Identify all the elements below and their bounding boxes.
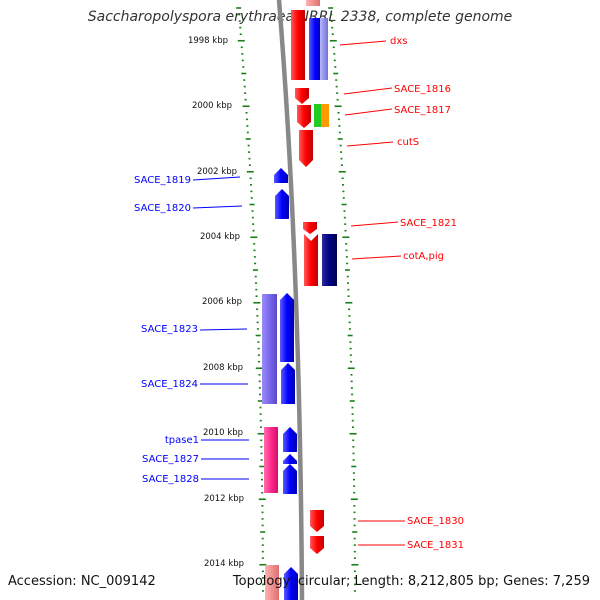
gene-dxs[interactable]: [291, 10, 305, 80]
tick-label-2010: 2010 kbp: [203, 428, 243, 438]
kbp-labels: 1998 kbp 2000 kbp 2002 kbp 2004 kbp 2006…: [188, 36, 244, 569]
gene-sace-1830[interactable]: [310, 510, 324, 532]
leader-lines: [192, 40, 405, 546]
tick-label-2012: 2012 kbp: [204, 494, 244, 504]
tick-label-2002: 2002 kbp: [197, 167, 237, 177]
reverse-genes: [262, 168, 298, 600]
leader-sace-1819: [192, 176, 241, 181]
tick-label-2008: 2008 kbp: [203, 363, 243, 373]
label-sace-1820[interactable]: SACE_1820: [134, 203, 191, 214]
gene-sace-1823[interactable]: [280, 293, 294, 362]
forward-genes: [291, 0, 337, 554]
label-sace-1824[interactable]: SACE_1824: [141, 379, 198, 390]
leader-cota-pig: [351, 255, 402, 260]
label-cuts[interactable]: cutS: [397, 137, 419, 148]
axis-ticks-left: [236, 7, 267, 592]
gene-green[interactable]: [314, 104, 321, 127]
gene-pink-top: [306, 0, 320, 6]
tick-label-2000: 2000 kbp: [192, 101, 232, 111]
axis-ticks-right: [328, 7, 359, 592]
label-sace-1816[interactable]: SACE_1816: [394, 84, 451, 95]
left-gene-labels: SACE_1819 SACE_1820 SACE_1823 SACE_1824 …: [134, 175, 199, 485]
gene-rna-1823[interactable]: [262, 294, 277, 404]
gene-sace-1820[interactable]: [275, 189, 289, 219]
tick-label-2014: 2014 kbp: [204, 559, 244, 569]
label-sace-1821[interactable]: SACE_1821: [400, 218, 457, 229]
accession-text: Accession: NC_009142: [8, 574, 156, 589]
label-cota-pig[interactable]: cotA,pig: [403, 251, 444, 262]
leader-cuts: [346, 141, 394, 147]
gene-orange[interactable]: [321, 104, 329, 127]
gene-lightblue-upper: [320, 18, 328, 80]
tick-label-1998: 1998 kbp: [188, 36, 228, 46]
tick-label-2006: 2006 kbp: [202, 297, 242, 307]
gene-sace-1827[interactable]: [283, 454, 297, 464]
label-sace-1827[interactable]: SACE_1827: [142, 454, 199, 465]
genome-backbone: [276, 0, 305, 600]
label-tpase1[interactable]: tpase1: [165, 435, 199, 446]
leader-dxs: [339, 40, 387, 46]
gene-tpase1[interactable]: [283, 427, 297, 452]
label-sace-1817[interactable]: SACE_1817: [394, 105, 451, 116]
leader-sace-1816: [343, 87, 393, 95]
gene-sace-1817[interactable]: [297, 105, 311, 128]
leader-sace-1823: [199, 328, 248, 331]
gene-navy[interactable]: [322, 234, 337, 286]
topology-text: Topology: circular; Length: 8,212,805 bp…: [232, 574, 590, 589]
gene-sace-1828[interactable]: [283, 464, 297, 494]
label-sace-1831[interactable]: SACE_1831: [407, 540, 464, 551]
gene-blue-bottom: [284, 567, 298, 600]
label-dxs[interactable]: dxs: [390, 36, 407, 47]
leader-sace-1817: [344, 108, 393, 116]
leader-sace-1821: [350, 221, 399, 227]
gene-sace-1831[interactable]: [310, 536, 324, 554]
label-sace-1823[interactable]: SACE_1823: [141, 324, 198, 335]
gene-cuts[interactable]: [299, 130, 313, 167]
gene-blue-upper[interactable]: [309, 18, 321, 80]
label-sace-1828[interactable]: SACE_1828: [142, 474, 199, 485]
label-sace-1819[interactable]: SACE_1819: [134, 175, 191, 186]
gene-rna-tpase1[interactable]: [264, 427, 278, 493]
right-gene-labels: dxs SACE_1816 SACE_1817 cutS SACE_1821 c…: [390, 36, 464, 551]
gene-sace-1816[interactable]: [295, 88, 309, 104]
gene-sace-1819[interactable]: [274, 168, 288, 183]
gene-cota-pig[interactable]: [304, 234, 318, 286]
leader-sace-1820: [192, 205, 243, 209]
tick-label-2004: 2004 kbp: [200, 232, 240, 242]
gene-pink-bottom: [265, 565, 279, 600]
gene-sace-1821[interactable]: [303, 222, 317, 234]
gene-sace-1824[interactable]: [281, 363, 295, 404]
label-sace-1830[interactable]: SACE_1830: [407, 516, 464, 527]
